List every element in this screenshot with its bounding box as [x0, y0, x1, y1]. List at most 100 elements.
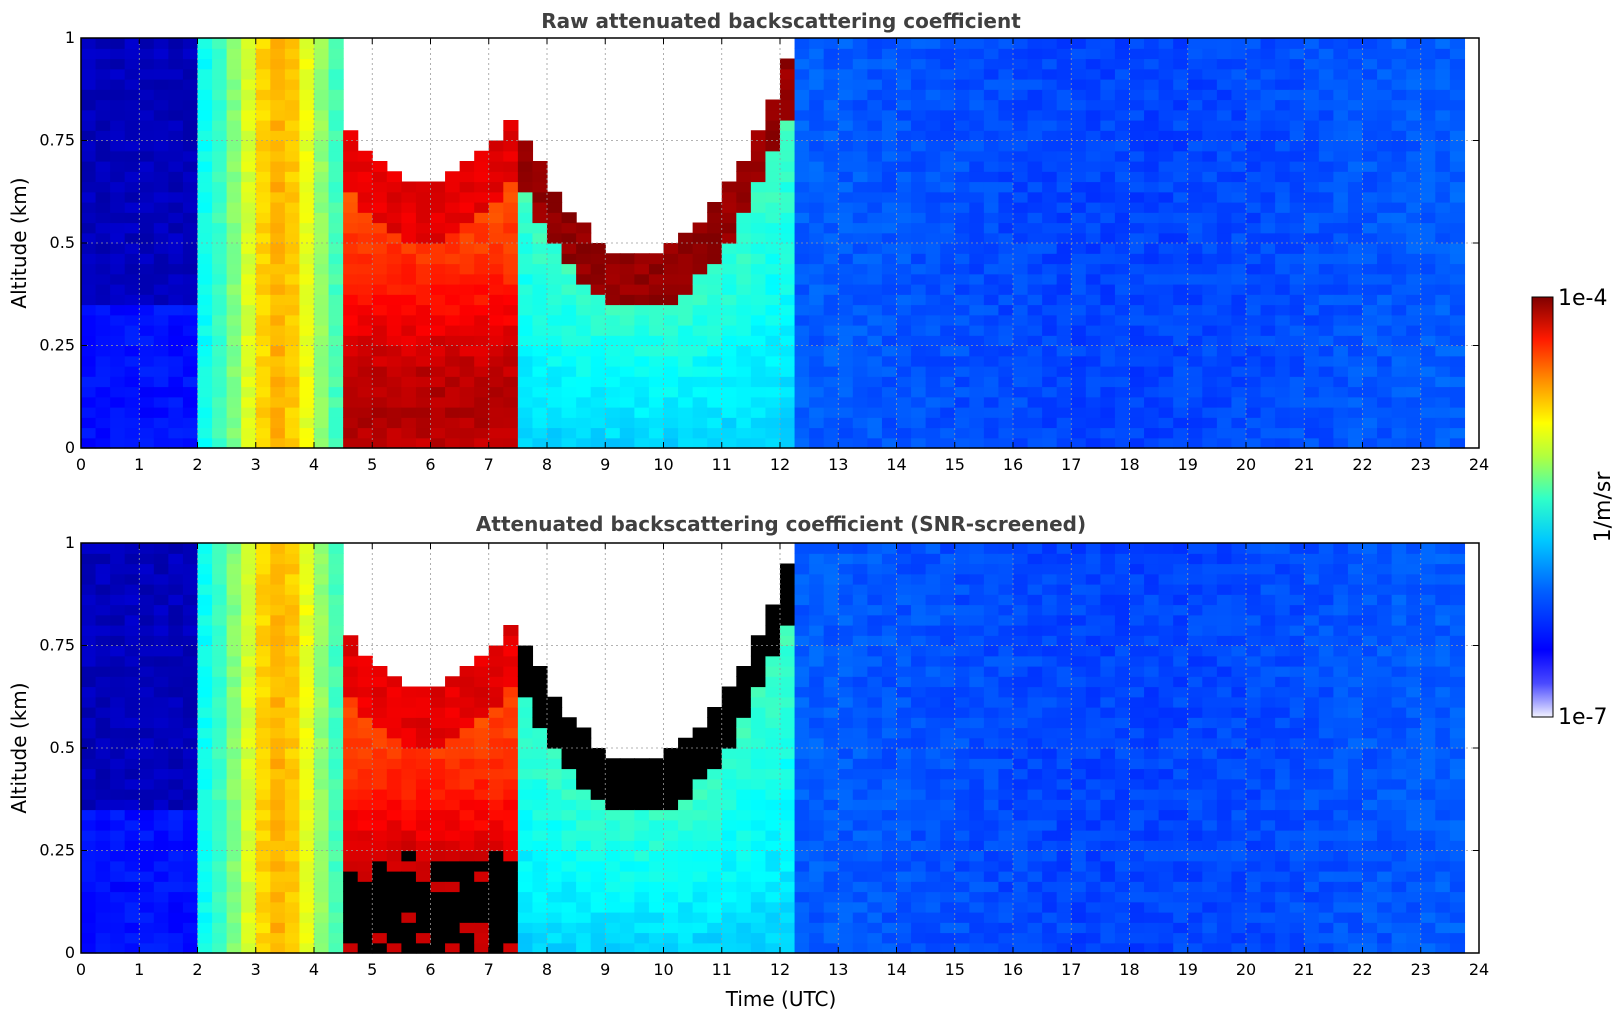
heatmap-cell — [314, 860, 330, 872]
heatmap-cell — [1187, 396, 1203, 408]
heatmap-cell — [474, 427, 490, 439]
heatmap-cell — [867, 109, 883, 121]
heatmap-cell — [226, 625, 242, 636]
heatmap-cell — [1377, 150, 1393, 162]
heatmap-cell — [226, 253, 242, 265]
heatmap-cell — [430, 243, 446, 254]
heatmap-cell — [1085, 243, 1101, 254]
heatmap-cell — [1158, 243, 1174, 254]
heatmap-cell — [488, 727, 504, 739]
heatmap-cell — [445, 912, 461, 923]
heatmap-cell — [1100, 325, 1116, 336]
heatmap-cell — [314, 355, 330, 367]
heatmap-cell — [1362, 109, 1378, 121]
heatmap-cell — [634, 932, 650, 944]
heatmap-cell — [1144, 376, 1160, 388]
heatmap-cell — [343, 850, 359, 862]
heatmap-cell — [1114, 150, 1131, 162]
heatmap-cell — [619, 335, 635, 347]
heatmap-cell — [1129, 181, 1145, 193]
heatmap-cell — [517, 355, 534, 367]
heatmap-cell — [794, 89, 810, 101]
heatmap-cell — [488, 284, 504, 295]
heatmap-cell — [809, 181, 825, 193]
heatmap-cell — [241, 563, 257, 575]
heatmap-cell — [95, 335, 111, 347]
heatmap-cell — [736, 243, 752, 254]
heatmap-cell — [809, 396, 825, 408]
heatmap-cell — [765, 707, 781, 718]
heatmap-cell — [692, 891, 708, 903]
heatmap-cell — [940, 243, 956, 254]
heatmap-cell — [1260, 48, 1276, 60]
heatmap-cell — [1114, 366, 1131, 377]
heatmap-cell — [911, 376, 927, 388]
heatmap-cell — [1275, 48, 1291, 60]
heatmap-cell — [1260, 89, 1276, 101]
heatmap-cell — [314, 850, 330, 862]
heatmap-cell — [1420, 109, 1436, 121]
heatmap-cell — [983, 386, 1000, 398]
heatmap-cell — [983, 417, 1000, 429]
heatmap-cell — [881, 427, 898, 439]
heatmap-cell — [95, 563, 111, 575]
heatmap-cell — [314, 120, 330, 131]
heatmap-cell — [401, 212, 417, 224]
heatmap-cell — [255, 799, 271, 811]
heatmap-cell — [1144, 325, 1160, 336]
heatmap-cell — [896, 120, 912, 131]
heatmap-cell — [226, 314, 242, 326]
heatmap-cell — [226, 109, 242, 121]
heatmap-cell — [386, 799, 402, 811]
heatmap-cell — [1187, 38, 1203, 49]
heatmap-cell — [823, 130, 839, 142]
heatmap-cell — [1260, 150, 1276, 162]
heatmap-cell — [401, 860, 417, 872]
heatmap-cell — [241, 345, 257, 357]
heatmap-cell — [445, 799, 461, 811]
heatmap-cell — [95, 263, 111, 275]
heatmap-cell — [1187, 325, 1203, 336]
heatmap-cell — [1085, 407, 1101, 418]
heatmap-cell — [139, 604, 155, 616]
heatmap-cell — [459, 376, 475, 388]
heatmap-cell — [1144, 38, 1160, 49]
heatmap-cell — [1144, 273, 1160, 285]
heatmap-cell — [780, 325, 796, 336]
heatmap-cell — [1318, 335, 1334, 347]
heatmap-cell — [547, 202, 563, 213]
heatmap-cell — [197, 758, 213, 770]
heatmap-cell — [1216, 150, 1233, 162]
heatmap-cell — [1056, 386, 1072, 398]
heatmap-cell — [168, 625, 184, 636]
heatmap-cell — [678, 737, 694, 749]
heatmap-cell — [794, 130, 810, 142]
heatmap-cell — [794, 222, 810, 234]
heatmap-cell — [328, 345, 344, 357]
heatmap-cell — [95, 150, 111, 162]
heatmap-cell — [998, 366, 1014, 377]
heatmap-cell — [328, 912, 344, 923]
heatmap-cell — [998, 38, 1014, 49]
heatmap-cell — [605, 253, 621, 265]
heatmap-cell — [1420, 120, 1436, 131]
heatmap-cell — [139, 427, 155, 439]
heatmap-cell — [1129, 253, 1145, 265]
heatmap-cell — [590, 758, 606, 770]
heatmap-cell — [1377, 335, 1393, 347]
heatmap-cell — [124, 376, 140, 388]
heatmap-cell — [459, 243, 475, 254]
heatmap-cell — [255, 109, 271, 121]
heatmap-cell — [124, 942, 140, 954]
heatmap-cell — [867, 263, 883, 275]
heatmap-cell — [212, 212, 228, 224]
heatmap-cell — [765, 407, 781, 418]
heatmap-cell — [314, 840, 330, 852]
heatmap-cell — [153, 355, 169, 367]
heatmap-cell — [124, 212, 140, 224]
heatmap-cell — [124, 676, 140, 688]
heatmap-cells — [81, 38, 1466, 449]
heatmap-cell — [736, 212, 752, 224]
heatmap-cell — [1158, 68, 1174, 80]
heatmap-cell — [474, 263, 490, 275]
